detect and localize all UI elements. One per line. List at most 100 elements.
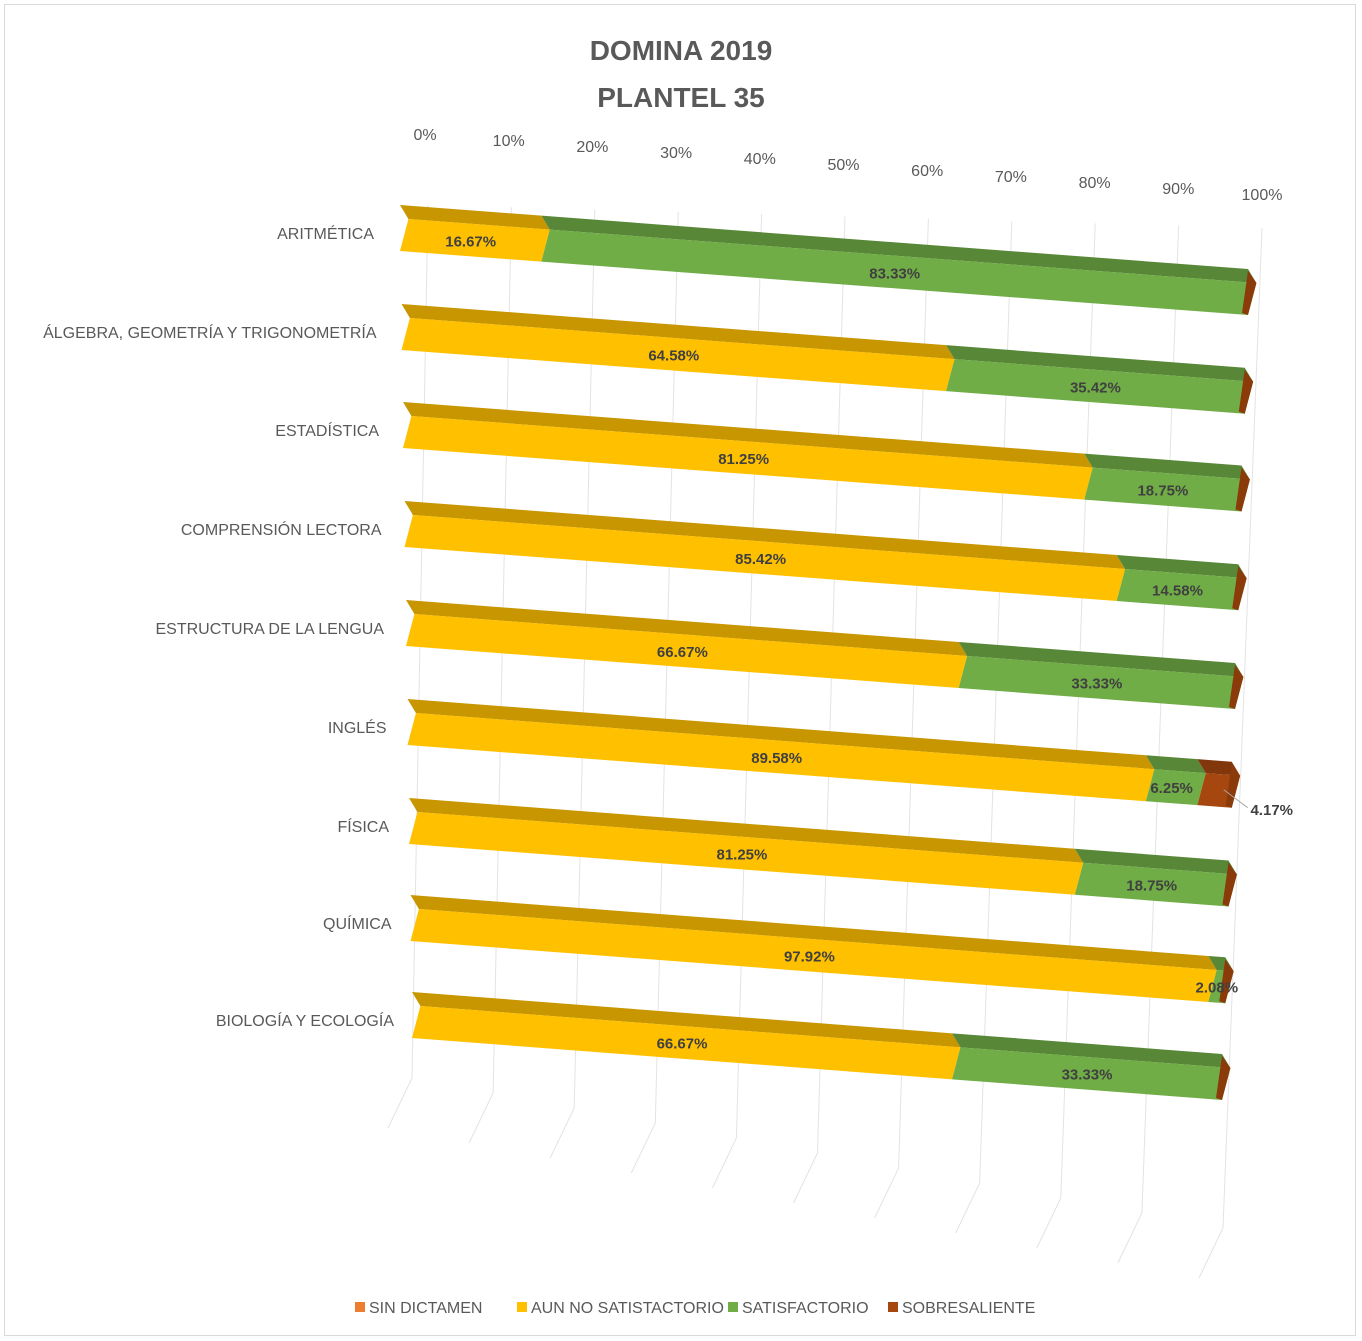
category-label: INGLÉS xyxy=(328,718,387,737)
legend-label: AUN NO SATISTACTORIO xyxy=(531,1300,724,1317)
x-tick-label: 10% xyxy=(493,133,525,150)
bar-segment xyxy=(412,1006,961,1080)
floor-line xyxy=(549,1107,575,1159)
bar-segment xyxy=(1084,467,1250,512)
floor-line xyxy=(468,1092,494,1144)
x-tick-label: 80% xyxy=(1079,175,1111,192)
legend-swatch xyxy=(517,1302,527,1312)
x-tick-label: 40% xyxy=(744,151,776,168)
x-tick-label: 90% xyxy=(1162,181,1194,198)
bar-end-cap xyxy=(1225,763,1241,808)
legend-item: AUN NO SATISTACTORIO xyxy=(517,1300,724,1317)
data-label: 35.42% xyxy=(1070,379,1121,396)
data-label: 66.67% xyxy=(657,1036,708,1053)
x-axis-ticks: 0% 10% 20% 30% 40% 50% 60% 70% 80% 90% 100% xyxy=(413,127,1282,204)
floor-line xyxy=(955,1182,981,1234)
x-tick-label: 0% xyxy=(413,127,436,144)
legend-label: SATISFACTORIO xyxy=(742,1300,869,1317)
chart-subtitle: PLANTEL 35 xyxy=(597,82,765,113)
bar-segment-top xyxy=(404,501,1126,570)
bar-segment-top xyxy=(406,600,968,657)
bar-segment-top xyxy=(1197,759,1241,776)
floor-line xyxy=(1117,1212,1143,1264)
data-label: 18.75% xyxy=(1137,483,1188,500)
bar-segment-top xyxy=(400,205,550,230)
data-label: 81.25% xyxy=(718,451,769,468)
bar-segment-top xyxy=(952,1033,1231,1068)
bar-segment-top xyxy=(403,402,1093,468)
bar-segment-top xyxy=(409,798,1084,863)
bar-segment-top xyxy=(410,895,1217,970)
bar-segment xyxy=(1074,862,1237,907)
x-tick-label: 30% xyxy=(660,145,692,162)
bar-segment-top xyxy=(1116,555,1247,579)
legend-swatch xyxy=(888,1302,898,1312)
data-labels: 16.67% 83.33% 64.58% 35.42% 81.25% 18.75% 85.4… xyxy=(445,233,1293,1083)
bar-segment-top xyxy=(1145,755,1206,774)
bar-segment-top xyxy=(1084,453,1250,480)
leader-line xyxy=(1223,789,1249,809)
bar-segment-top xyxy=(412,992,961,1048)
bar-end-cap xyxy=(1222,862,1237,907)
floor-line xyxy=(793,1152,818,1204)
legend-swatch xyxy=(728,1302,738,1312)
bar-end-cap xyxy=(1232,566,1247,611)
bar-segment xyxy=(403,416,1093,500)
data-label: 6.25% xyxy=(1150,780,1193,797)
data-label: 4.17% xyxy=(1250,802,1293,819)
bar-segment-top xyxy=(946,345,1254,382)
bar-segment xyxy=(407,713,1155,802)
category-label: ARITMÉTICA xyxy=(277,224,374,243)
bar-segment xyxy=(404,515,1126,602)
floor-line xyxy=(387,1077,413,1129)
data-label: 2.08% xyxy=(1196,980,1239,997)
legend-label: SOBRESALIENTE xyxy=(902,1300,1035,1317)
data-label: 64.58% xyxy=(648,348,699,365)
data-label: 66.67% xyxy=(657,644,708,661)
category-label: BIOLOGÍA Y ECOLOGÍA xyxy=(216,1011,394,1030)
category-label: FÍSICA xyxy=(337,817,389,836)
bar-segment xyxy=(952,1047,1231,1100)
bar-segment-top xyxy=(541,215,1257,283)
legend-item: SATISFACTORIO xyxy=(728,1300,869,1317)
x-tick-label: 50% xyxy=(827,157,859,174)
x-tick-label: 100% xyxy=(1242,187,1283,204)
category-label: COMPRENSIÓN LECTORA xyxy=(181,520,382,539)
bar-segment-top xyxy=(958,642,1244,677)
legend-swatch xyxy=(355,1302,365,1312)
data-label: 33.33% xyxy=(1062,1067,1113,1084)
gridline xyxy=(1222,227,1263,1229)
floor-line xyxy=(630,1122,656,1174)
bar-segment xyxy=(958,656,1244,709)
bar-end-cap xyxy=(1219,959,1234,1004)
bar-end-cap xyxy=(1216,1056,1231,1100)
bar-end-cap xyxy=(1235,467,1250,512)
x-tick-label: 20% xyxy=(576,139,608,156)
bar-segment xyxy=(410,909,1217,1002)
data-label: 33.33% xyxy=(1071,676,1122,693)
data-label: 81.25% xyxy=(716,846,767,863)
category-label: ÁLGEBRA, GEOMETRÍA Y TRIGONOMETRÍA xyxy=(43,323,377,342)
chart-title: DOMINA 2019 xyxy=(590,35,773,66)
x-tick-label: 60% xyxy=(911,163,943,180)
data-label: 18.75% xyxy=(1126,878,1177,895)
bar-segment xyxy=(400,219,550,262)
bar-segment xyxy=(409,812,1084,895)
floor-line xyxy=(711,1137,737,1189)
bar-segment xyxy=(1116,569,1247,611)
data-label: 16.67% xyxy=(445,233,496,250)
bar-segment xyxy=(1145,769,1206,806)
data-label: 14.58% xyxy=(1152,583,1203,600)
category-label: ESTADÍSTICA xyxy=(275,421,379,440)
legend-label: SIN DICTAMEN xyxy=(369,1300,482,1317)
bar-segment xyxy=(541,229,1257,315)
bar-segment xyxy=(401,318,955,392)
bars xyxy=(400,205,1257,1100)
bar-segment xyxy=(406,614,968,689)
data-label: 97.92% xyxy=(784,948,835,965)
legend: SIN DICTAMEN AUN NO SATISTACTORIO SATISFAC… xyxy=(355,1300,1035,1317)
floor-line xyxy=(874,1167,900,1219)
bar-segment xyxy=(946,359,1254,414)
x-tick-label: 70% xyxy=(995,169,1027,186)
